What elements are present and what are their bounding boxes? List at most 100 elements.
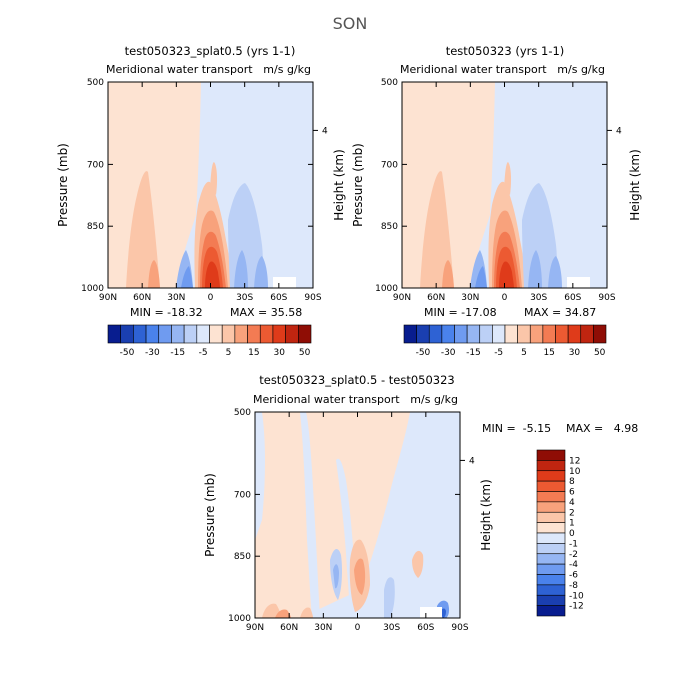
panel-a-xtick-label: 60S (270, 293, 287, 303)
panel-c-colorbar-box (536, 574, 566, 586)
panel-c-plot-area (255, 412, 460, 618)
panel-b-colorbar-box (593, 324, 607, 344)
panel-c-colorbar-label: 8 (569, 477, 575, 487)
panel-c-colorbar-box (536, 470, 566, 482)
panel-b-colorbar-label: -15 (466, 348, 481, 358)
panel-c-max-label: MAX = 4.98 (566, 422, 638, 435)
panel-b-positive-contour (442, 260, 454, 288)
panel-a-colorbar-box (272, 324, 286, 344)
panel-b-colorbar-box (567, 324, 582, 344)
panel-b-min-label: MIN = -17.08 (424, 306, 497, 319)
panel-a-min-label: MIN = -18.32 (130, 306, 203, 319)
panel-a-xtick-label: 90S (304, 293, 321, 303)
panel-a-colorbar-box (209, 324, 223, 344)
panel-a-negative-contour (228, 183, 263, 288)
panel-c-colorbar-box (536, 594, 566, 606)
panel-a-colorbar-box (171, 324, 185, 344)
panel-a-colorbar-box (234, 324, 248, 344)
panel-a-positive-contour (205, 261, 220, 288)
panel-a: test050323_splat0.5 (yrs 1-1) Meridional… (56, 44, 346, 358)
panel-b-colorbar: -50 -30 -15 -5 5 15 30 50 (403, 324, 607, 358)
panel-c-title: test050323_splat0.5 - test050323 (259, 373, 455, 387)
panel-a-negative-contour (234, 250, 248, 288)
panel-b-colorbar-box (403, 324, 417, 344)
panel-c-colorbar-label: 1 (569, 519, 575, 529)
panel-b-colorbar-label: 5 (521, 348, 527, 358)
panel-c-ytick-label: 850 (234, 552, 251, 562)
panel-b-ytick-label: 700 (381, 160, 398, 170)
panel-a-ytick-label: 500 (87, 78, 104, 88)
panel-a-colorbar-box (259, 324, 274, 344)
panel-b-xtick-label: 0 (502, 293, 508, 303)
panel-c-xtick-label: 30N (314, 623, 332, 633)
panel-a-colorbar-label: -50 (120, 348, 135, 358)
panel-a-colorbar-box (120, 324, 134, 344)
panel-b-ytick-label: 500 (381, 78, 398, 88)
panel-a-ylabel-right: Height (km) (332, 149, 346, 220)
panel-a-colorbar-box (107, 324, 121, 344)
panel-b-colorbar-box (416, 324, 430, 344)
panel-b: test050323 (yrs 1-1) Meridional water tr… (351, 44, 642, 358)
panel-b-colorbar-label: 30 (569, 348, 581, 358)
panel-b-subtitle-right: m/s g/kg (557, 63, 605, 76)
panel-c-colorbar-label: -8 (569, 581, 578, 591)
panel-c-rtick-label: 4 (469, 456, 475, 466)
panel-c-colorbar-label: 12 (569, 456, 580, 466)
panel-a-colorbar-label: -5 (199, 348, 208, 358)
panel-b-colorbar-label: -50 (416, 348, 431, 358)
panel-a-colorbar: -50 -30 -15 -5 5 15 30 50 (107, 324, 312, 358)
panel-c-ylabel: Pressure (mb) (203, 473, 217, 557)
panel-c-colorbar-label: 10 (569, 467, 581, 477)
panel-c-positive-region (255, 412, 410, 618)
panel-b-colorbar-box (504, 324, 518, 344)
panel-c-subtitle-right: m/s g/kg (410, 393, 458, 406)
panel-c-ytick-label: 500 (234, 408, 251, 418)
panel-c-colorbar-label: 6 (569, 488, 575, 498)
panel-b-xtick-label: 60N (427, 293, 445, 303)
panel-c-colorbar-box (536, 584, 566, 596)
panel-b-missing-data (567, 277, 590, 288)
panel-b-colorbar-box (492, 324, 506, 344)
panel-b-colorbar-box (479, 324, 493, 344)
panel-c-colorbar-label: -4 (569, 560, 578, 570)
panel-c-colorbar-box (536, 553, 566, 565)
panel-a-plot-area (108, 82, 313, 288)
panel-b-negative-contour (548, 256, 562, 288)
panel-c-colorbar-label: -12 (569, 602, 584, 612)
panel-b-negative-contour (522, 183, 557, 288)
panel-a-missing-data (273, 277, 296, 288)
panel-b-ylabel-right: Height (km) (628, 149, 642, 220)
panel-c-colorbar-label: -10 (569, 591, 584, 601)
panel-c-ytick-label: 700 (234, 490, 251, 500)
panel-a-rtick-label: 4 (322, 126, 328, 136)
panel-c-colorbar-box (536, 491, 566, 503)
panel-c-colorbar-box (536, 449, 566, 461)
panel-a-colorbar-label: 15 (248, 348, 259, 358)
panel-b-colorbar-label: 15 (543, 348, 554, 358)
panel-a-negative-contour (181, 266, 193, 288)
panel-b-colorbar-box (441, 324, 455, 344)
panel-b-negative-contour (528, 250, 542, 288)
panel-a-positive-contour (126, 171, 160, 288)
panel-b-colorbar-box (580, 324, 594, 344)
panel-b-colorbar-label: 50 (594, 348, 606, 358)
panel-b-positive-contour (499, 261, 514, 288)
panel-a-xtick-label: 30N (167, 293, 185, 303)
panel-b-max-label: MAX = 34.87 (524, 306, 596, 319)
panel-a-colorbar-box (196, 324, 210, 344)
panel-a-colorbar-label: 30 (274, 348, 286, 358)
panel-c-positive-contour (262, 603, 281, 618)
panel-c-colorbar-label: -2 (569, 550, 578, 560)
panel-a-xtick-label: 90N (99, 293, 117, 303)
panel-a-title: test050323_splat0.5 (yrs 1-1) (125, 44, 296, 58)
panel-a-colorbar-box (285, 324, 299, 344)
panel-a-subtitle-right: m/s g/kg (263, 63, 311, 76)
panel-c-xtick-label: 90S (451, 623, 468, 633)
panel-b-colorbar-box (428, 324, 443, 344)
panel-c-ylabel-right: Height (km) (479, 479, 493, 550)
panel-c-colorbar-box (536, 480, 566, 492)
panel-a-ytick-label: 1000 (81, 284, 104, 294)
panel-a-colorbar-box (221, 324, 236, 344)
panel-c-positive-contour (275, 609, 291, 618)
